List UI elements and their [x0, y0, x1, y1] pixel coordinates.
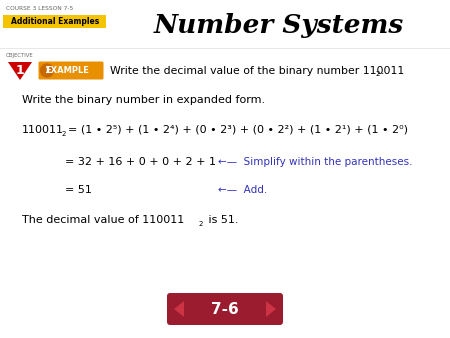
Text: COURSE 3 LESSON 7-5: COURSE 3 LESSON 7-5: [6, 6, 73, 11]
Text: 1: 1: [44, 66, 50, 75]
Text: is 51.: is 51.: [205, 215, 239, 225]
Text: OBJECTIVE: OBJECTIVE: [6, 53, 34, 58]
Text: 7-6: 7-6: [211, 301, 239, 316]
Circle shape: [40, 64, 54, 77]
Polygon shape: [266, 301, 276, 317]
Text: 2: 2: [199, 220, 203, 226]
Text: 110011: 110011: [22, 125, 64, 135]
Text: Write the decimal value of the binary number 110011: Write the decimal value of the binary nu…: [110, 66, 404, 76]
Text: 2: 2: [62, 130, 67, 137]
Text: Number Systems: Number Systems: [154, 14, 404, 39]
Text: 1: 1: [16, 65, 24, 77]
Text: = (1 • 2⁵) + (1 • 2⁴) + (0 • 2³) + (0 • 2²) + (1 • 2¹) + (1 • 2⁰): = (1 • 2⁵) + (1 • 2⁴) + (0 • 2³) + (0 • …: [68, 125, 408, 135]
Text: ←—  Add.: ←— Add.: [218, 185, 267, 195]
Polygon shape: [8, 62, 32, 80]
Polygon shape: [174, 301, 184, 317]
Text: .: .: [381, 66, 384, 76]
Text: ←—  Simplify within the parentheses.: ←— Simplify within the parentheses.: [218, 157, 413, 167]
Text: EXAMPLE: EXAMPLE: [45, 66, 89, 75]
Text: = 32 + 16 + 0 + 0 + 2 + 1: = 32 + 16 + 0 + 0 + 2 + 1: [65, 157, 216, 167]
Text: Write the binary number in expanded form.: Write the binary number in expanded form…: [22, 95, 265, 105]
Text: The decimal value of 110011: The decimal value of 110011: [22, 215, 184, 225]
Text: Additional Examples: Additional Examples: [11, 17, 99, 26]
FancyBboxPatch shape: [3, 15, 106, 28]
FancyBboxPatch shape: [39, 62, 104, 79]
Text: 2: 2: [376, 71, 380, 77]
FancyBboxPatch shape: [167, 293, 283, 325]
Text: = 51: = 51: [65, 185, 92, 195]
